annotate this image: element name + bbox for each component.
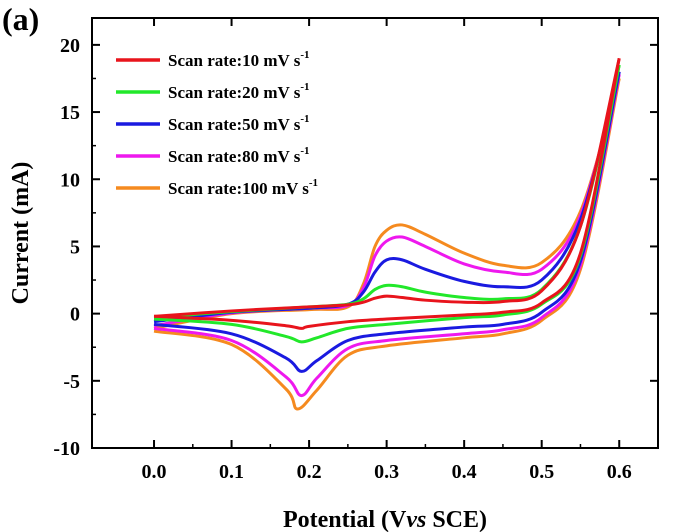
x-axis-label-vs: vs <box>406 507 426 532</box>
series-reverse-scan <box>153 64 621 344</box>
x-axis-label-part: Potential (V <box>283 507 407 532</box>
series-forward-scan <box>153 74 621 328</box>
x-tick-label: 0.6 <box>607 461 632 483</box>
x-tick-label: 0.5 <box>529 461 554 483</box>
legend-label: Scan rate:10 mV s-1 <box>168 49 310 70</box>
y-axis-label: Current (mA) <box>8 162 34 305</box>
y-tick-label: 5 <box>70 236 80 258</box>
series-reverse-scan <box>153 74 621 398</box>
series-reverse-scan <box>153 71 621 373</box>
y-tick-label: 20 <box>60 35 80 57</box>
x-tick-label: 0.3 <box>374 461 399 483</box>
series-forward-scan <box>153 57 621 318</box>
legend-label: Scan rate:100 mV s-1 <box>168 177 318 198</box>
x-tick-label: 0.2 <box>297 461 322 483</box>
y-tick-label: 0 <box>70 304 80 326</box>
legend-label: Scan rate:80 mV s-1 <box>168 145 310 166</box>
x-tick-label: 0.4 <box>452 461 477 483</box>
panel-label: (a) <box>2 1 39 37</box>
x-tick-label: 0.1 <box>219 461 244 483</box>
x-axis-label-part: SCE) <box>426 507 487 532</box>
legend-label: Scan rate:20 mV s-1 <box>168 81 310 102</box>
legend-label: Scan rate:50 mV s-1 <box>168 113 310 134</box>
y-tick-label: -10 <box>53 438 80 460</box>
y-tick-label: 15 <box>60 102 80 124</box>
y-tick-label: -5 <box>63 371 80 393</box>
axis-ticks: 0.0 0.1 0.2 0.3 0.4 0.5 0.6 -10 -5 0 5 10 15 20 <box>53 18 658 483</box>
legend: Scan rate:10 mV s-1 Scan rate:20 mV s-1 Sc… <box>116 49 318 198</box>
x-axis-label: Potential (Vvs SCE) <box>283 507 487 532</box>
plot-frame <box>91 17 659 449</box>
x-tick-label: 0.0 <box>142 461 167 483</box>
series-reverse-scan <box>153 78 621 411</box>
y-tick-label: 10 <box>60 169 80 191</box>
series-reverse-scan <box>153 58 621 330</box>
series-group <box>153 57 621 411</box>
